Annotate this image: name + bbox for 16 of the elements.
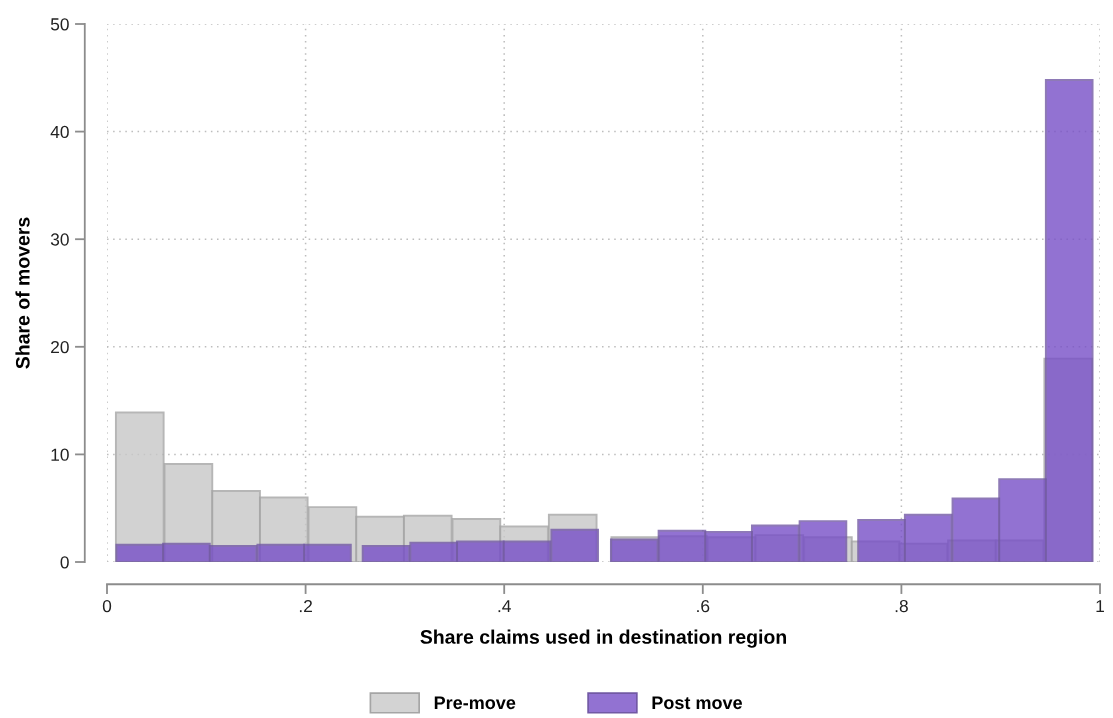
y-tick-label: 40 xyxy=(50,125,69,139)
y-tick-label: 20 xyxy=(51,340,69,354)
x-axis-title: Share claims used in destination region xyxy=(420,629,786,648)
y-tick-label: 50 xyxy=(50,18,69,31)
y-axis-title: Share of movers xyxy=(15,217,30,369)
x-tick-label: 1 xyxy=(1096,600,1104,613)
x-tick-label: .2 xyxy=(299,599,312,613)
legend-label: Pre-move xyxy=(434,696,516,710)
x-tick-label: .6 xyxy=(697,599,710,613)
legend-label: Post move xyxy=(652,696,742,710)
x-tick-label: .8 xyxy=(895,599,908,613)
x-tick-label: .4 xyxy=(498,600,511,613)
y-tick-label: 30 xyxy=(50,233,69,246)
y-tick-label: 10 xyxy=(51,448,69,461)
x-tick-label: 0 xyxy=(102,599,112,613)
y-tick-label: 0 xyxy=(60,556,69,569)
